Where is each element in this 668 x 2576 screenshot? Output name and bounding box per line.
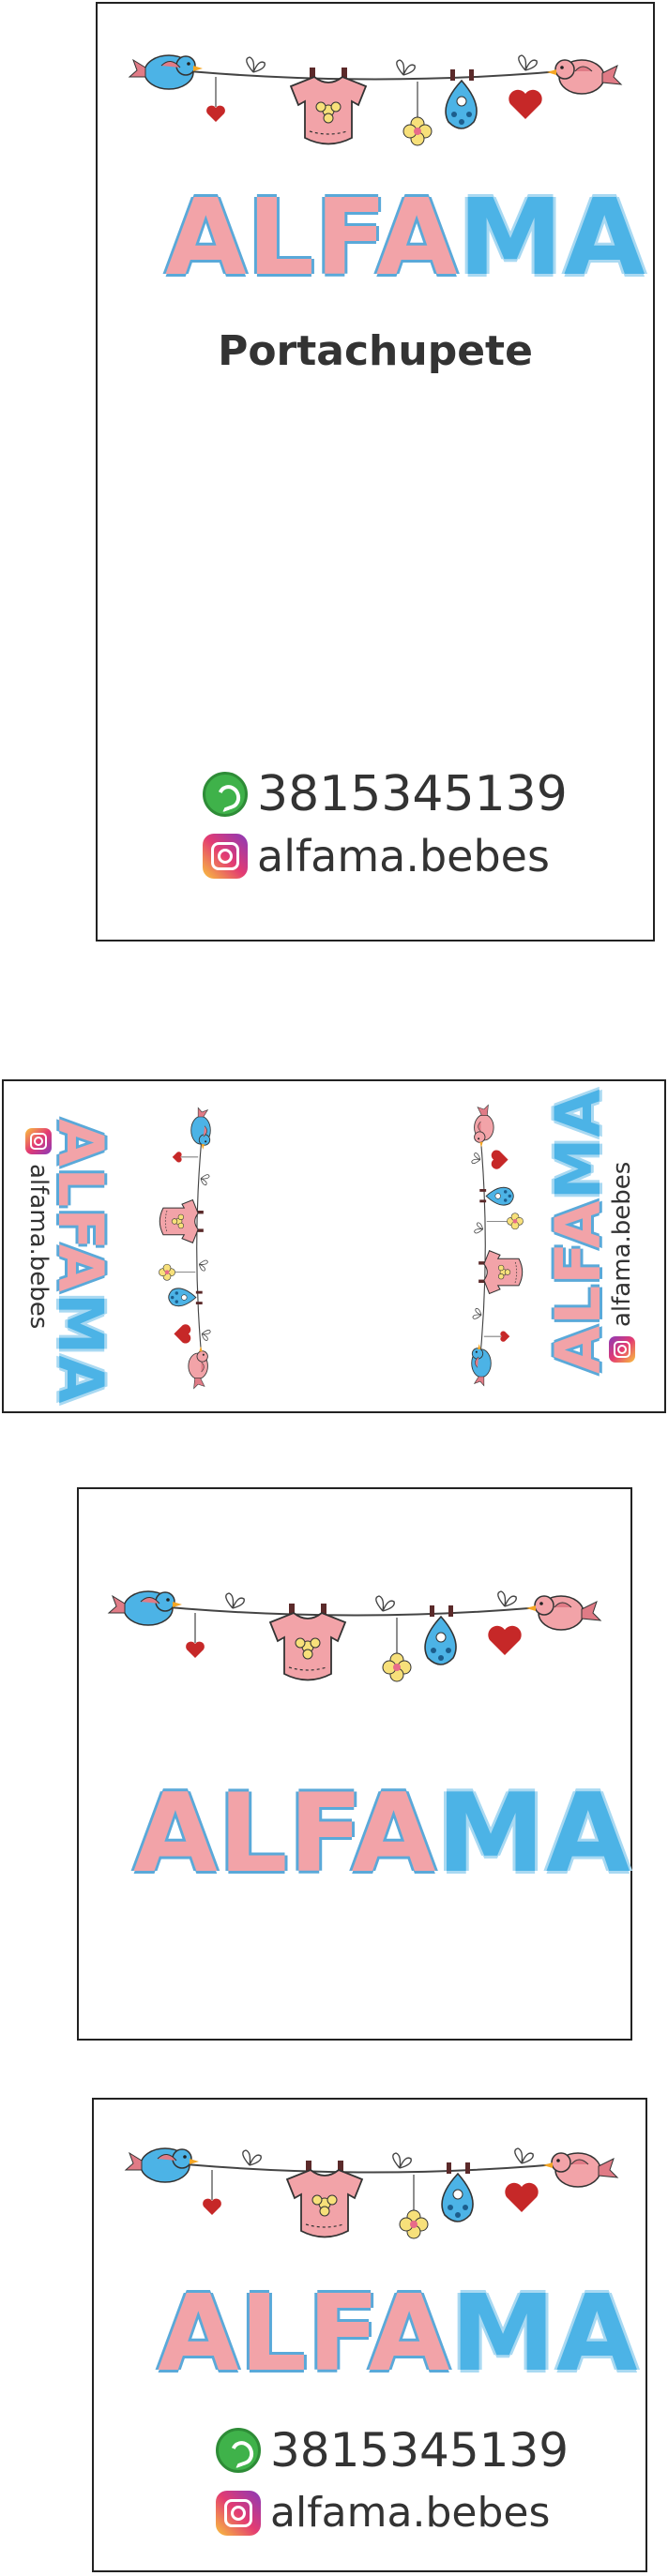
instagram-icon <box>203 834 248 879</box>
phone-row: 3815345139 <box>203 766 568 822</box>
whatsapp-icon <box>216 2428 261 2473</box>
instagram-handle: alfama.bebes <box>270 2489 551 2537</box>
instagram-handle-right: alfama.bebes <box>608 1161 636 1327</box>
brand-text-blue: MA <box>450 2273 639 2395</box>
brand-text-pink: ALFA <box>133 1770 437 1897</box>
instagram-icon <box>216 2490 261 2536</box>
brand-text-blue: MA <box>44 1292 116 1405</box>
clothesline-illustration <box>107 39 644 171</box>
instagram-row: alfama.bebes <box>216 2489 550 2537</box>
brand-text-blue: MA <box>436 1770 631 1897</box>
brand-logo: ALFAMA <box>158 2273 639 2395</box>
tag-right-half: ALFAMA alfama.bebes <box>336 1081 664 1411</box>
phone-number: 3815345139 <box>270 2423 569 2478</box>
card-horizontal-tag: alfama.bebes ALFAMA ALFAMA alfama.bebes <box>2 1079 666 1413</box>
brand-text-pink: ALFA <box>44 1119 116 1293</box>
brand-logo-right: ALFAMA <box>542 1089 615 1375</box>
instagram-row-right: alfama.bebes <box>608 1162 636 1363</box>
instagram-icon <box>609 1336 635 1363</box>
card-logo-only: ALFAMA <box>77 1487 632 2041</box>
brand-text-pink: ALFA <box>165 177 459 299</box>
clothesline-illustration-left <box>140 1098 224 1398</box>
card-contact: ALFAMA 3815345139 alfama.bebes <box>92 2098 647 2572</box>
product-title: Portachupete <box>218 327 533 375</box>
clothesline-illustration <box>103 2132 640 2264</box>
instagram-row: alfama.bebes <box>203 831 550 881</box>
brand-logo: ALFAMA <box>133 1770 631 1897</box>
clothesline-illustration <box>86 1575 623 1707</box>
brand-text-pink: ALFA <box>542 1199 615 1374</box>
whatsapp-icon <box>203 772 248 817</box>
clothesline-illustration-right <box>458 1095 542 1395</box>
brand-logo: ALFAMA <box>165 177 646 299</box>
instagram-handle: alfama.bebes <box>257 831 550 881</box>
phone-number: 3815345139 <box>257 766 568 822</box>
tag-left-half: alfama.bebes ALFAMA <box>4 1081 336 1411</box>
brand-text-blue: MA <box>458 177 646 299</box>
brand-text-blue: MA <box>542 1088 615 1200</box>
brand-logo-left: ALFAMA <box>44 1119 116 1405</box>
phone-row: 3815345139 <box>216 2423 569 2478</box>
brand-text-pink: ALFA <box>158 2273 451 2395</box>
card-portachupete: ALFAMA Portachupete 3815345139 alfama.be… <box>96 2 655 942</box>
